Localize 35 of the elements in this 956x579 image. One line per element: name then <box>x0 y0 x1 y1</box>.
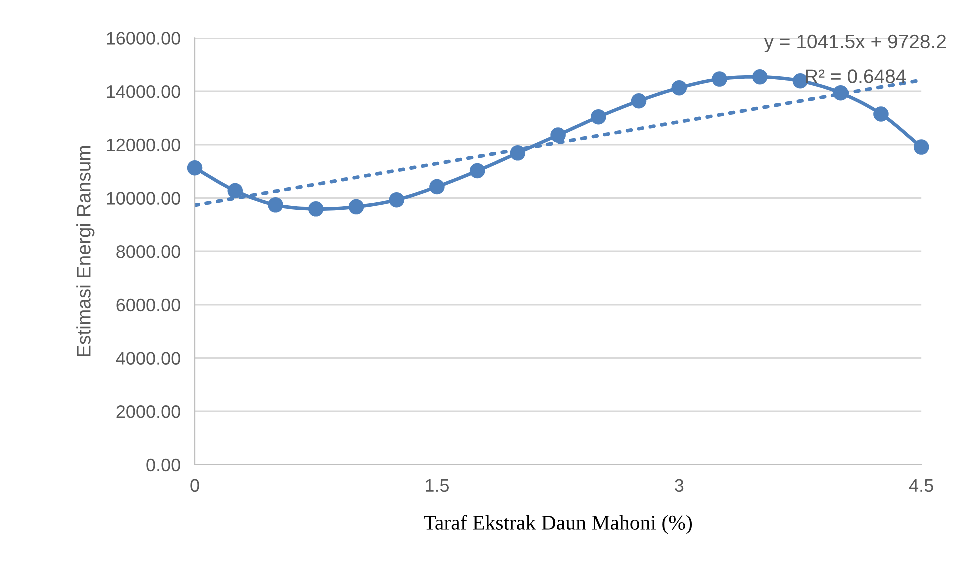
point <box>874 106 889 122</box>
point <box>752 70 768 85</box>
y-tick-label: 16000.00 <box>107 32 180 45</box>
point <box>470 163 486 179</box>
point <box>712 72 728 87</box>
point <box>833 86 848 101</box>
point <box>348 199 364 215</box>
y-tick-label: 2000.00 <box>116 406 180 418</box>
y-axis-title: Estimasi Energi Ransum <box>76 146 95 356</box>
point <box>672 80 688 96</box>
point <box>550 128 566 143</box>
point <box>510 146 526 161</box>
y-tick-label: 8000.00 <box>116 246 180 258</box>
x-axis-title: Taraf Ekstrak Daun Mahoni (%) <box>424 515 692 534</box>
point <box>914 140 930 155</box>
point <box>389 192 404 208</box>
y-tick-label: 14000.00 <box>107 85 180 98</box>
x-tick-label: 3 <box>675 479 684 492</box>
x-tick-label: 1.5 <box>426 479 450 492</box>
annotation: R² = 0.6484 <box>806 70 906 84</box>
point <box>430 179 445 195</box>
point <box>228 183 244 199</box>
y-tick-label: 10000.00 <box>107 192 180 205</box>
point <box>591 110 606 125</box>
point <box>631 94 647 109</box>
y-tick-label: 6000.00 <box>116 298 180 312</box>
point <box>308 202 324 217</box>
annotation: y = 1041.5x + 9728.2 <box>764 34 946 52</box>
point <box>268 198 284 213</box>
point <box>187 160 203 176</box>
y-tick-label: 4000.00 <box>116 352 180 365</box>
x-tick-label: 0 <box>190 479 200 492</box>
x-tick-label: 4.5 <box>909 479 934 492</box>
y-tick-label: 12000.00 <box>107 138 180 152</box>
y-tick-label: 0.00 <box>146 458 180 472</box>
